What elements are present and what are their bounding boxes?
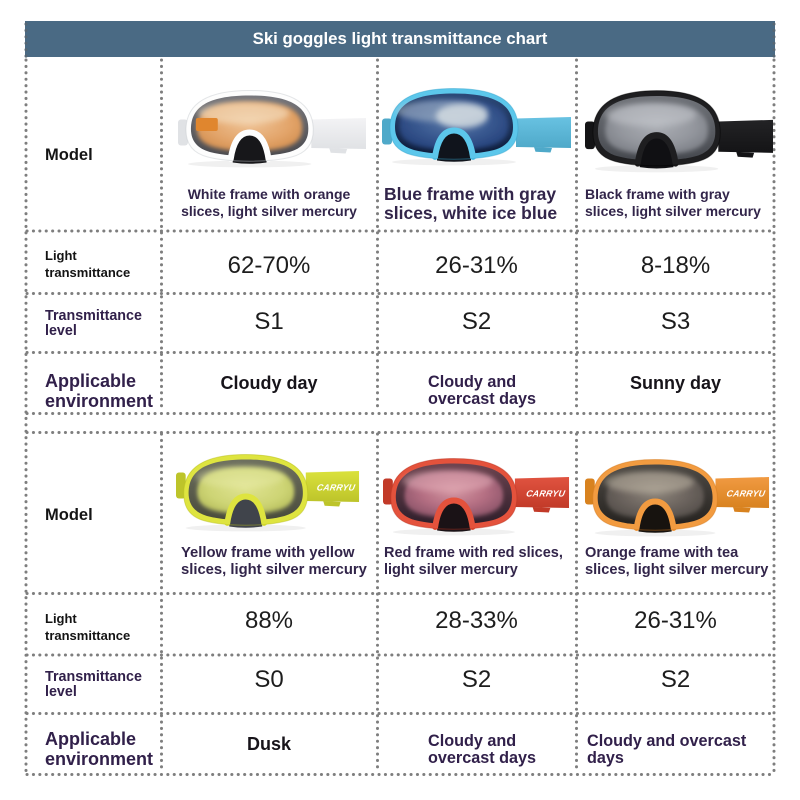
svg-text:CARRYU: CARRYU (726, 488, 767, 498)
svg-text:CARRYU: CARRYU (525, 488, 566, 498)
svg-text:CARRYU: CARRYU (316, 482, 356, 492)
